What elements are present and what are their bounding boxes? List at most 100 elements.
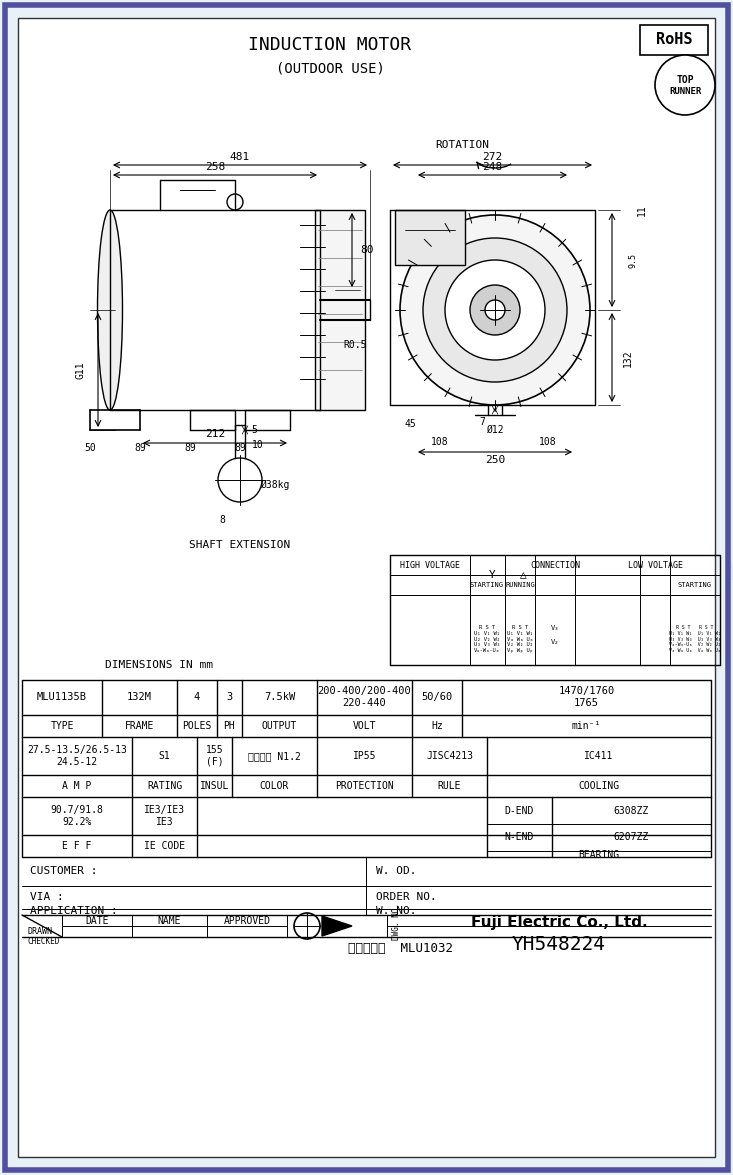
- Text: DRAWN: DRAWN: [27, 927, 52, 935]
- Circle shape: [445, 260, 545, 360]
- Text: 155
(F): 155 (F): [206, 745, 224, 767]
- Text: 89: 89: [234, 443, 246, 454]
- Text: 8: 8: [219, 515, 225, 525]
- Text: IE CODE: IE CODE: [144, 841, 185, 851]
- Text: 50/60: 50/60: [421, 692, 452, 701]
- Text: 5: 5: [251, 425, 257, 435]
- Text: Fuji Electric Co., Ltd.: Fuji Electric Co., Ltd.: [471, 915, 647, 931]
- Text: マンセル N1.2: マンセル N1.2: [248, 751, 301, 761]
- Text: 45: 45: [404, 419, 416, 429]
- Text: YH548224: YH548224: [512, 935, 606, 954]
- Text: ORDER NO.: ORDER NO.: [376, 892, 437, 902]
- Text: 10: 10: [252, 439, 264, 450]
- Text: RoHS: RoHS: [656, 33, 692, 47]
- Text: CONNECTION: CONNECTION: [530, 560, 580, 570]
- Text: RUNNING: RUNNING: [505, 582, 535, 588]
- Text: 89: 89: [184, 443, 196, 454]
- Text: R S T   R S T
U₁ V₁ W₁  U₁ V₁ W₁
U₃ V₃ W₃  U₃ V₃ W₃
Vₐ-Wₐ-Uₐ  V₂ W₂ U₂
Vₐ Wₐ Uₐ : R S T R S T U₁ V₁ W₁ U₁ V₁ W₁ U₃ V₃ W₃ U…: [669, 625, 721, 653]
- Text: S1: S1: [158, 751, 170, 761]
- Text: 481: 481: [230, 152, 250, 162]
- Text: JISC4213: JISC4213: [426, 751, 473, 761]
- Text: RUNNER: RUNNER: [669, 87, 701, 96]
- Text: N-END: N-END: [505, 832, 534, 842]
- Text: CHECKED: CHECKED: [27, 936, 59, 946]
- Text: DWG. NO.: DWG. NO.: [392, 902, 401, 940]
- Text: Ø12: Ø12: [486, 425, 504, 435]
- Text: COOLING: COOLING: [578, 781, 619, 791]
- Text: DATE: DATE: [85, 916, 108, 926]
- Text: D-END: D-END: [505, 806, 534, 815]
- Text: Hz: Hz: [431, 721, 443, 731]
- Text: 50: 50: [84, 443, 96, 454]
- Text: 11: 11: [637, 204, 647, 216]
- Text: HIGH VOLTAGE: HIGH VOLTAGE: [400, 560, 460, 570]
- Text: 272: 272: [482, 152, 502, 162]
- Text: INSUL: INSUL: [200, 781, 229, 791]
- Text: IE3/IE3
IE3: IE3/IE3 IE3: [144, 805, 185, 827]
- Text: 132M: 132M: [127, 692, 152, 701]
- Text: APPROVED: APPROVED: [224, 916, 270, 926]
- Circle shape: [227, 194, 243, 210]
- Bar: [640, 25, 708, 55]
- Text: FRAME: FRAME: [125, 721, 154, 731]
- Text: RULE: RULE: [438, 781, 461, 791]
- Text: (OUTDOOR USE): (OUTDOOR USE): [276, 61, 384, 75]
- Text: OUTPUT: OUTPUT: [262, 721, 297, 731]
- Text: 品番コード  MLU1032: 品番コード MLU1032: [347, 942, 452, 955]
- Text: A M P: A M P: [62, 781, 92, 791]
- Circle shape: [218, 458, 262, 502]
- Polygon shape: [380, 200, 733, 580]
- Ellipse shape: [97, 210, 122, 410]
- Text: 89: 89: [134, 443, 146, 454]
- Text: POLES: POLES: [183, 721, 212, 731]
- Text: R0.5: R0.5: [343, 340, 366, 350]
- Text: COLOR: COLOR: [259, 781, 290, 791]
- Text: BEARING: BEARING: [578, 850, 619, 860]
- Text: 9.5: 9.5: [628, 253, 638, 268]
- Text: DIMENSIONS IN mm: DIMENSIONS IN mm: [105, 660, 213, 670]
- Text: 1470/1760
1765: 1470/1760 1765: [559, 686, 615, 707]
- Text: CUSTOMER :: CUSTOMER :: [30, 866, 97, 877]
- Text: R S T
U₁ V₁ W₁
Vₐ Wₐ Uₐ
V₂ W₂ U₂
Vₚ Wₚ Uₚ: R S T U₁ V₁ W₁ Vₐ Wₐ Uₐ V₂ W₂ U₂ Vₚ Wₚ U…: [507, 625, 533, 653]
- Circle shape: [400, 215, 590, 405]
- Text: ROTATION: ROTATION: [435, 140, 489, 150]
- Text: 258: 258: [205, 162, 225, 172]
- Text: W. OD.: W. OD.: [376, 866, 416, 877]
- Text: 90.7/91.8
92.2%: 90.7/91.8 92.2%: [51, 805, 103, 827]
- Circle shape: [470, 286, 520, 335]
- Text: STARTING: STARTING: [678, 582, 712, 588]
- Text: 108: 108: [539, 437, 557, 447]
- Text: 4: 4: [194, 692, 200, 701]
- Text: min⁻¹: min⁻¹: [572, 721, 601, 731]
- Text: 248: 248: [482, 162, 502, 172]
- Text: 212: 212: [205, 429, 225, 439]
- Circle shape: [294, 913, 320, 939]
- Circle shape: [423, 239, 567, 382]
- Text: G11: G11: [75, 361, 85, 378]
- Text: SHAFT EXTENSION: SHAFT EXTENSION: [189, 540, 290, 550]
- Text: STARTING: STARTING: [470, 582, 504, 588]
- Text: 3: 3: [226, 692, 232, 701]
- Text: 6308ZZ: 6308ZZ: [614, 806, 649, 815]
- Polygon shape: [322, 916, 352, 936]
- Text: VOLT: VOLT: [353, 721, 376, 731]
- Text: 132: 132: [623, 349, 633, 367]
- Text: 200-400/200-400
220-440: 200-400/200-400 220-440: [317, 686, 411, 707]
- Text: IC411: IC411: [584, 751, 614, 761]
- Text: 7: 7: [479, 417, 485, 427]
- Polygon shape: [60, 200, 420, 580]
- Text: 108: 108: [431, 437, 449, 447]
- Text: PH: PH: [224, 721, 235, 731]
- Text: 6207ZZ: 6207ZZ: [614, 832, 649, 842]
- Text: Y: Y: [489, 570, 496, 580]
- Text: TYPE: TYPE: [51, 721, 74, 731]
- Text: MLU1135B: MLU1135B: [37, 692, 87, 701]
- Text: VIA :: VIA :: [30, 892, 64, 902]
- Text: APPLICATION :: APPLICATION :: [30, 906, 118, 917]
- Text: Ø38kg: Ø38kg: [260, 479, 290, 490]
- Text: NAME: NAME: [158, 916, 181, 926]
- Circle shape: [485, 300, 505, 320]
- Text: V₃

V₂: V₃ V₂: [550, 625, 559, 645]
- Bar: [395, 210, 465, 266]
- Circle shape: [655, 55, 715, 115]
